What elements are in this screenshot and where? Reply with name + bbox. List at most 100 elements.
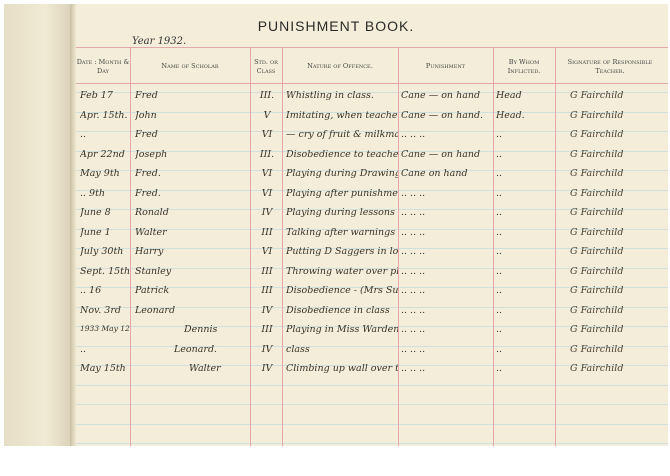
cell-name: Fred. [135, 187, 161, 199]
cell-std: IV [261, 304, 273, 316]
cell-date: June 8 [80, 207, 111, 218]
cell-std: VI [261, 246, 273, 257]
cell-sig: G Fairchild [570, 363, 624, 374]
cell-name: Fred. [135, 168, 161, 179]
ruled-line [76, 209, 668, 210]
cell-by: .. [496, 363, 503, 374]
cell-by: .. [496, 187, 503, 199]
cell-punishment: Cane — on hand [401, 90, 481, 101]
cell-date: .. [80, 343, 87, 355]
cell-sig: G Fairchild [570, 265, 624, 277]
ruled-line [76, 170, 668, 171]
cell-std: III [261, 226, 273, 238]
cell-std: III [261, 324, 273, 335]
cell-date: Nov. 3rd [80, 304, 121, 316]
cell-std: VI [261, 187, 273, 199]
cell-std: VI [261, 129, 273, 140]
header-signature: Signature of Responsible Teacher. [567, 57, 653, 75]
cell-by: .. [496, 129, 503, 140]
ruled-line [76, 131, 668, 132]
ruled-line [76, 287, 668, 288]
cell-name: Joseph [135, 148, 168, 160]
column-divider [493, 47, 494, 446]
cell-by: .. [496, 226, 503, 238]
ruled-line [76, 248, 668, 249]
ruled-line [76, 228, 668, 230]
cell-sig: G Fairchild [570, 90, 624, 101]
cell-std: IV [261, 207, 273, 218]
cell-by: .. [496, 304, 503, 316]
cell-offence: Playing in Miss Warden's [286, 324, 398, 335]
cell-date: Apr 22nd [80, 148, 125, 160]
cell-name: Stanley [135, 265, 172, 277]
cell-by: .. [496, 265, 503, 277]
cell-sig: G Fairchild [570, 324, 624, 335]
cell-by: .. [496, 343, 503, 355]
cell-sig: G Fairchild [570, 109, 624, 121]
ruled-line [76, 365, 668, 366]
cell-std: IV [261, 343, 273, 355]
cell-punishment: .. .. .. [401, 343, 426, 355]
cell-std: III. [259, 90, 275, 101]
cell-punishment: .. .. .. [401, 129, 426, 140]
cell-date: 1933 May 12th [80, 324, 130, 333]
cell-name: John [135, 109, 157, 121]
cell-punishment: Cane — on hand [401, 148, 481, 160]
cell-punishment: Cane — on hand. [401, 109, 484, 121]
cell-offence: Imitating, when teacher absent [286, 109, 398, 121]
cell-punishment: .. .. .. [401, 187, 426, 199]
cell-by: .. [496, 148, 503, 160]
cell-punishment: .. .. .. [401, 304, 426, 316]
cell-date: Feb 17 [80, 90, 113, 101]
cell-offence: Playing after punishment [286, 187, 398, 199]
cell-date: May 9th [80, 168, 120, 179]
cell-punishment: Cane on hand [401, 168, 468, 179]
cell-date: .. [80, 129, 87, 140]
cell-by: .. [496, 285, 503, 296]
cell-offence: Disobedience - (Mrs Summers) [286, 285, 398, 296]
cell-name: Patrick [135, 285, 170, 296]
cell-date: May 15th [80, 363, 126, 374]
cell-date: .. 9th [80, 187, 106, 199]
column-divider [130, 47, 131, 446]
cell-by: Head. [496, 109, 525, 121]
page-binding [4, 4, 74, 446]
cell-name: Harry [135, 246, 164, 257]
cell-punishment: .. .. .. [401, 226, 426, 238]
cell-by: .. [496, 246, 503, 257]
cell-sig: G Fairchild [570, 129, 624, 140]
cell-punishment: .. .. .. [401, 246, 426, 257]
cell-by: Head [496, 90, 522, 101]
cell-name: Walter [135, 226, 167, 238]
cell-sig: G Fairchild [570, 304, 624, 316]
cell-date: Apr. 15th. [80, 109, 128, 121]
cell-punishment: .. .. .. [401, 363, 426, 374]
ruled-line [76, 345, 668, 347]
cell-name: Leonard. [174, 343, 218, 355]
ruled-line [76, 404, 668, 405]
cell-std: V [263, 109, 271, 121]
year-label: Year 1932. [132, 36, 187, 47]
cell-std: III. [259, 148, 275, 160]
cell-offence: Playing during Drawing Lesson [286, 168, 398, 179]
cell-name: Ronald [135, 207, 169, 218]
cell-sig: G Fairchild [570, 187, 624, 199]
page-title: PUNISHMENT BOOK. [257, 18, 415, 34]
cell-offence: Talking after warnings [286, 226, 396, 238]
cell-sig: G Fairchild [570, 148, 624, 160]
cell-offence: Putting D Saggers in lobby. [286, 246, 398, 257]
cell-offence: Disobedience to teacher. [286, 148, 398, 160]
header-name: Name of Scholar [161, 62, 219, 71]
ruled-line [76, 326, 668, 327]
ruled-line [76, 150, 668, 152]
cell-offence: Whistling in class. [286, 90, 374, 101]
cell-std: IV [261, 363, 273, 374]
header-by-whom: By Whom Inflicted. [507, 57, 541, 75]
cell-sig: G Fairchild [570, 343, 624, 355]
cell-date: .. 16 [80, 285, 102, 296]
cell-punishment: .. .. .. [401, 207, 426, 218]
cell-punishment: .. .. .. [401, 265, 426, 277]
ruled-line [76, 189, 668, 191]
cell-punishment: .. .. .. [401, 285, 426, 296]
cell-sig: G Fairchild [570, 226, 624, 238]
